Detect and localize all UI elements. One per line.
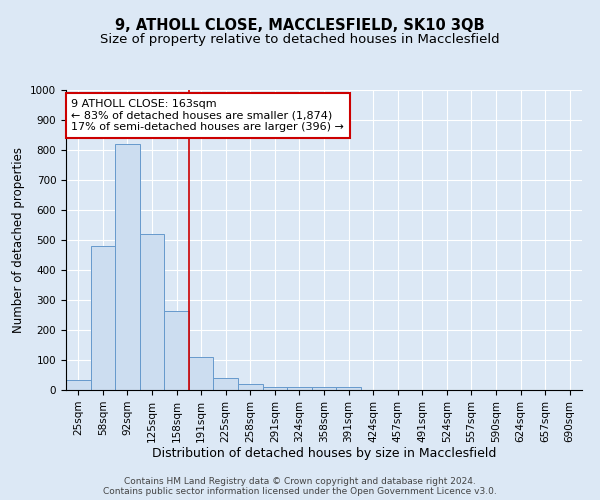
Text: Contains public sector information licensed under the Open Government Licence v3: Contains public sector information licen… — [103, 487, 497, 496]
Bar — [336, 387, 361, 390]
Bar — [66, 380, 91, 390]
Bar — [238, 384, 263, 390]
Bar — [287, 387, 312, 390]
Y-axis label: Number of detached properties: Number of detached properties — [11, 147, 25, 333]
Bar — [263, 387, 287, 390]
Text: 9 ATHOLL CLOSE: 163sqm
← 83% of detached houses are smaller (1,874)
17% of semi-: 9 ATHOLL CLOSE: 163sqm ← 83% of detached… — [71, 99, 344, 132]
Bar — [164, 310, 189, 390]
Text: Contains HM Land Registry data © Crown copyright and database right 2024.: Contains HM Land Registry data © Crown c… — [124, 477, 476, 486]
Text: Size of property relative to detached houses in Macclesfield: Size of property relative to detached ho… — [100, 32, 500, 46]
Bar — [140, 234, 164, 390]
Bar — [312, 387, 336, 390]
Bar — [189, 357, 214, 390]
Bar — [91, 246, 115, 390]
Text: 9, ATHOLL CLOSE, MACCLESFIELD, SK10 3QB: 9, ATHOLL CLOSE, MACCLESFIELD, SK10 3QB — [115, 18, 485, 32]
Bar — [115, 144, 140, 390]
X-axis label: Distribution of detached houses by size in Macclesfield: Distribution of detached houses by size … — [152, 448, 496, 460]
Bar — [214, 378, 238, 390]
